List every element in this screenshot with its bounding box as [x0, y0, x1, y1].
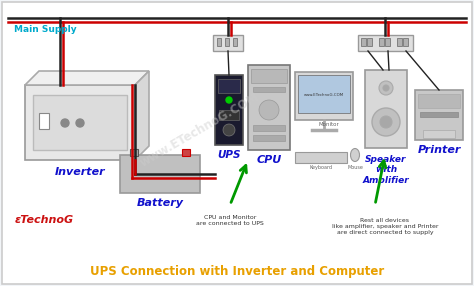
Text: Rest all devices
like amplifier, speaker and Printer
are direct connected to sup: Rest all devices like amplifier, speaker…: [332, 218, 438, 235]
Circle shape: [226, 97, 232, 103]
Bar: [248, 65, 290, 150]
Bar: [420, 112, 458, 117]
Text: Battery: Battery: [137, 198, 183, 208]
Text: CPU: CPU: [256, 155, 282, 165]
Text: UPS Connection with Inverter and Computer: UPS Connection with Inverter and Compute…: [90, 265, 384, 279]
Text: Printer: Printer: [417, 145, 461, 155]
Text: Monitor: Monitor: [319, 122, 339, 127]
Bar: [33, 95, 127, 150]
Bar: [253, 125, 285, 131]
Polygon shape: [135, 71, 149, 160]
Circle shape: [61, 119, 69, 127]
Bar: [130, 149, 138, 156]
Circle shape: [379, 81, 393, 95]
Bar: [397, 38, 402, 46]
Bar: [25, 85, 135, 160]
Bar: [367, 38, 372, 46]
Bar: [361, 38, 366, 46]
Text: Inverter: Inverter: [55, 167, 105, 177]
Polygon shape: [25, 71, 149, 85]
Bar: [217, 38, 221, 46]
Bar: [182, 149, 190, 156]
Bar: [253, 135, 285, 141]
Text: www.ETechnoG.COM: www.ETechnoG.COM: [138, 90, 262, 170]
Circle shape: [372, 108, 400, 136]
Bar: [120, 155, 200, 193]
Circle shape: [223, 124, 235, 136]
Text: www.ETechnoG.COM: www.ETechnoG.COM: [304, 93, 344, 97]
Bar: [213, 35, 243, 51]
Bar: [379, 38, 384, 46]
Bar: [403, 38, 408, 46]
Text: εTechnoG: εTechnoG: [15, 215, 74, 225]
Bar: [215, 75, 243, 145]
Text: Main Supply: Main Supply: [14, 25, 77, 35]
Text: Mouse: Mouse: [347, 165, 363, 170]
Bar: [298, 75, 350, 113]
Bar: [423, 130, 455, 138]
Text: Speaker
with
Amplifier: Speaker with Amplifier: [363, 155, 410, 185]
Bar: [295, 72, 353, 120]
Circle shape: [380, 116, 392, 128]
Bar: [225, 38, 229, 46]
Circle shape: [383, 85, 389, 91]
Bar: [253, 87, 285, 92]
Text: Keyboard: Keyboard: [310, 166, 333, 170]
Bar: [219, 110, 239, 120]
Text: CPU and Monitor
are connected to UPS: CPU and Monitor are connected to UPS: [196, 215, 264, 226]
Text: UPS: UPS: [217, 150, 241, 160]
Bar: [218, 79, 240, 93]
Bar: [365, 70, 407, 148]
Bar: [385, 38, 390, 46]
Circle shape: [259, 100, 279, 120]
Bar: [418, 94, 460, 108]
Ellipse shape: [350, 148, 359, 162]
Bar: [295, 152, 347, 163]
Bar: [39, 113, 49, 129]
Bar: [233, 38, 237, 46]
Bar: [358, 35, 413, 51]
Bar: [415, 90, 463, 140]
Bar: [251, 69, 287, 83]
Circle shape: [76, 119, 84, 127]
